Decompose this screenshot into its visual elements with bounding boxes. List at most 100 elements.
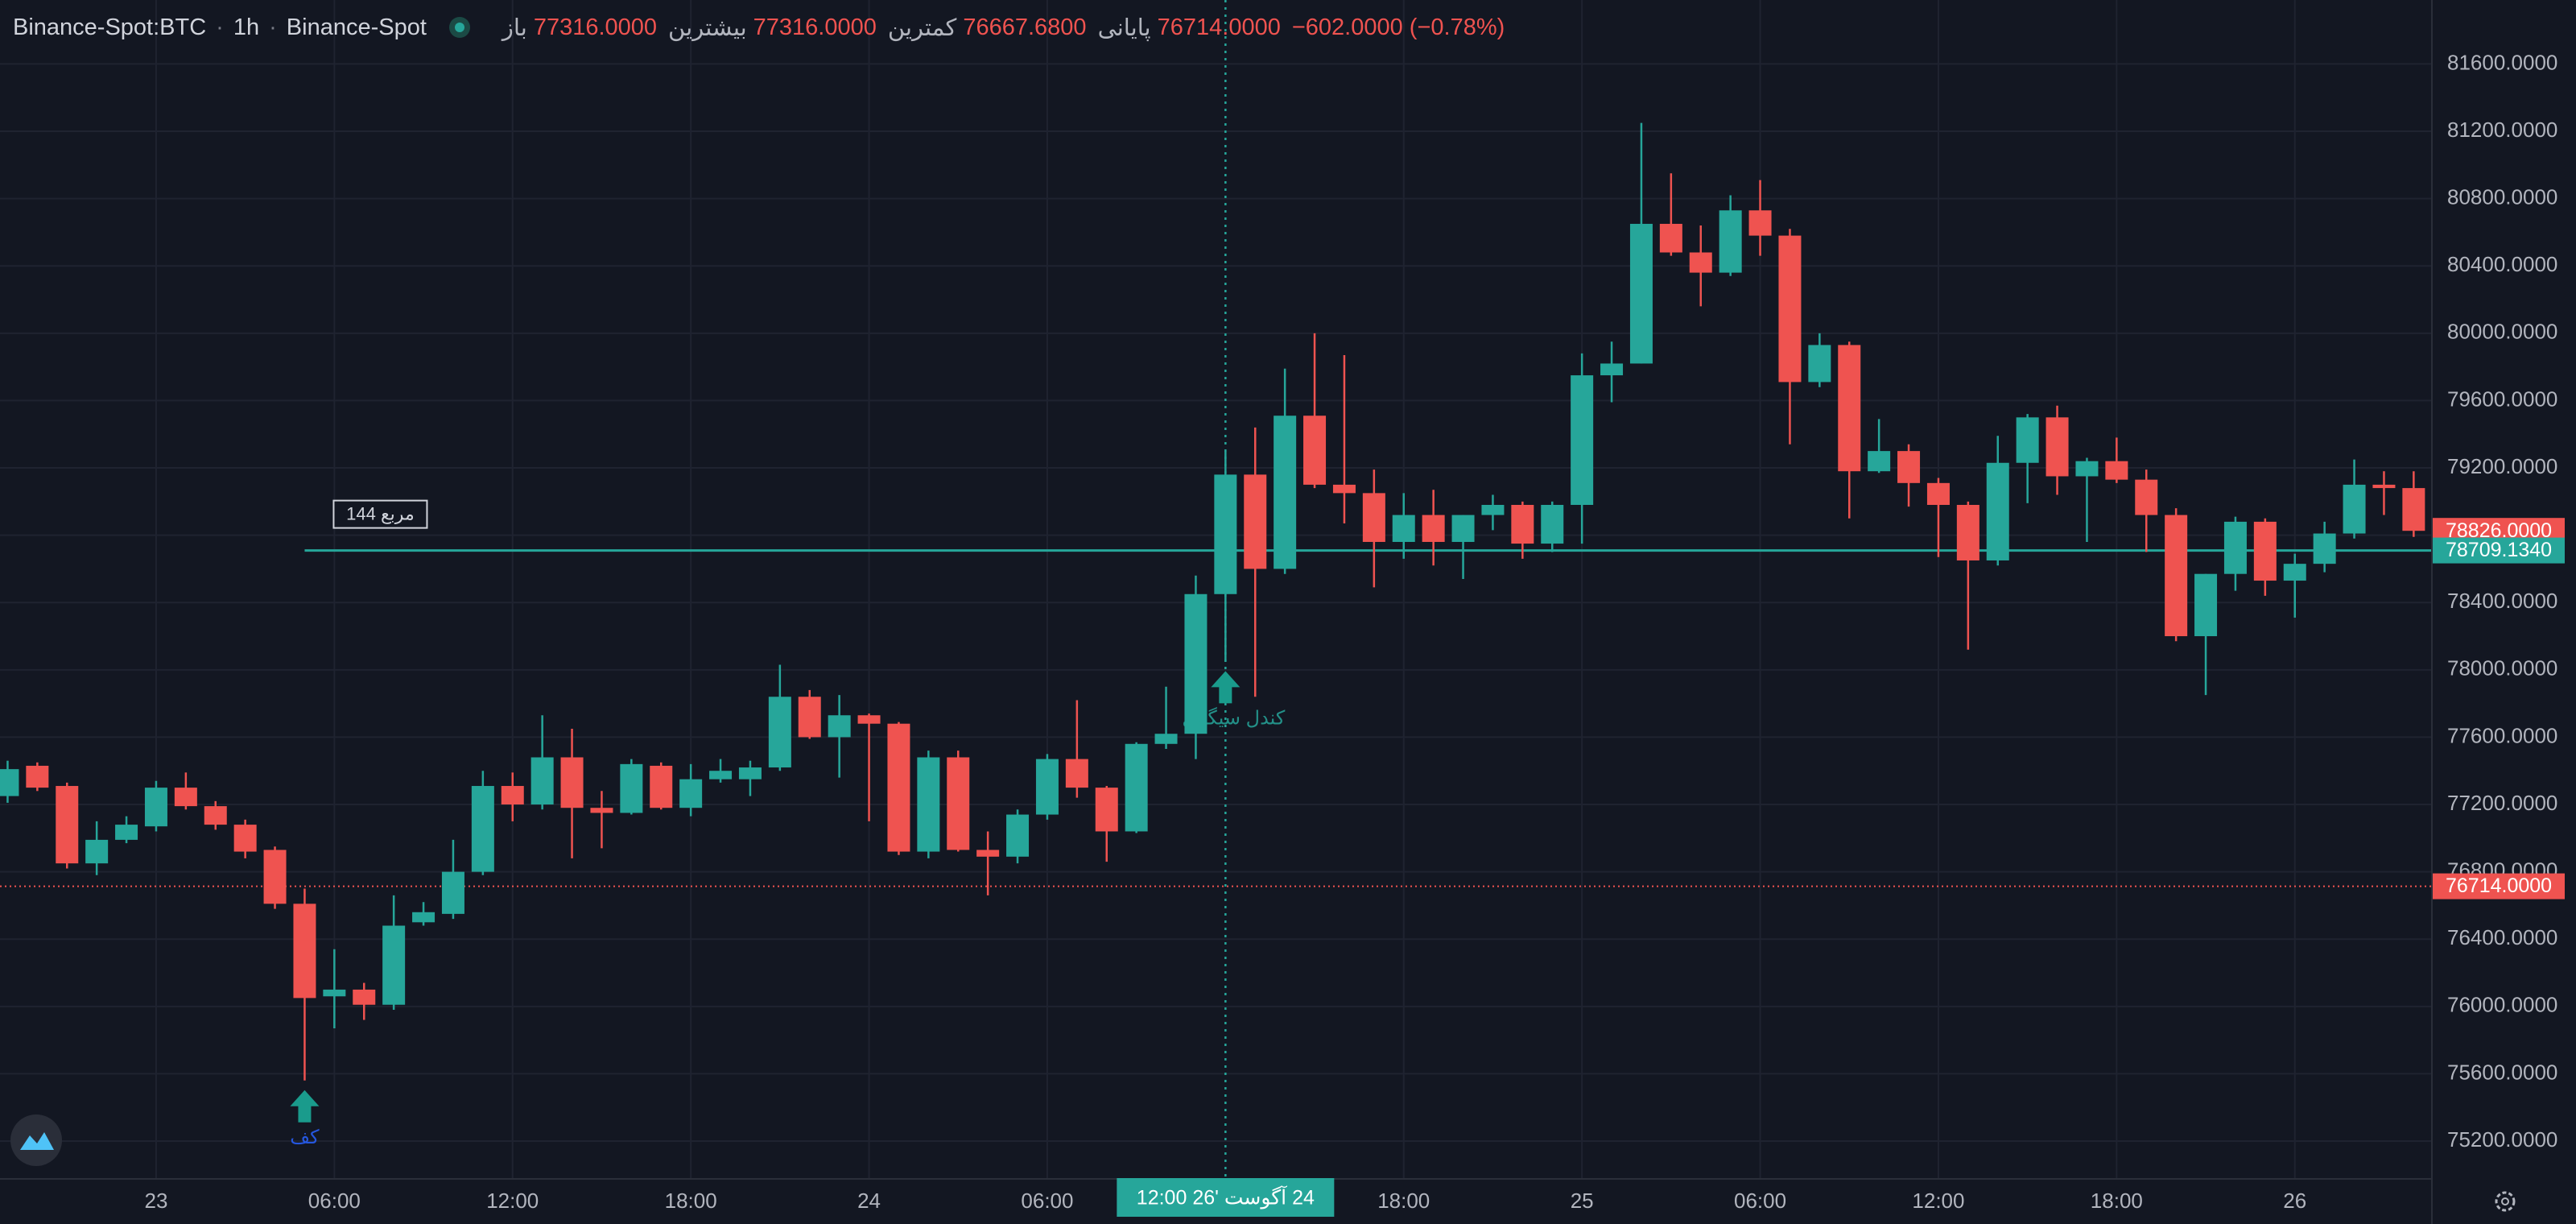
candle-body xyxy=(2135,479,2158,515)
candle-body xyxy=(1035,759,1059,815)
candle-body xyxy=(828,715,851,738)
candle-body xyxy=(620,763,643,813)
candle-body xyxy=(1006,814,1030,857)
interval[interactable]: 1h xyxy=(233,14,260,40)
candle-body xyxy=(2313,533,2336,564)
candle-body xyxy=(1868,451,1891,472)
exchange: Binance-Spot xyxy=(286,14,427,40)
candle-body xyxy=(1451,515,1475,542)
candle-body xyxy=(798,697,821,738)
y-tick-label: 78000.0000 xyxy=(2447,656,2557,680)
y-tick-label: 81200.0000 xyxy=(2447,118,2557,142)
x-tick-label: 06:00 xyxy=(1021,1189,1073,1213)
candle-body xyxy=(768,697,791,768)
candle-body xyxy=(1719,210,1742,273)
candle-body xyxy=(2283,564,2306,581)
candle-body xyxy=(1095,788,1118,832)
y-tick-label: 80000.0000 xyxy=(2447,320,2557,344)
y-tick-label: 75200.0000 xyxy=(2447,1127,2557,1152)
level-text: مربع 144 xyxy=(346,503,415,523)
candle-body xyxy=(1808,345,1831,382)
price-line-label: 76714.0000 xyxy=(2446,875,2552,897)
status-dot xyxy=(448,17,470,38)
crosshair-time-badge xyxy=(1117,1178,1335,1217)
candle-body xyxy=(115,825,138,840)
candle-body xyxy=(2372,484,2396,489)
candle-body xyxy=(1274,416,1297,569)
candle-body xyxy=(2165,515,2188,637)
separator: · xyxy=(269,14,277,40)
candle-body xyxy=(1303,416,1327,485)
candle-body xyxy=(1125,743,1148,832)
candle-body xyxy=(2223,521,2247,574)
candle-body xyxy=(947,757,970,850)
x-tick-label: 18:00 xyxy=(1377,1189,1430,1213)
crosshair-time-label: 24 آگوست '26 12:00 xyxy=(1137,1185,1315,1210)
level-price-label: 78709.1340 xyxy=(2446,539,2552,561)
candle-body xyxy=(1956,505,1979,560)
legend-label: پایانی xyxy=(1097,14,1151,41)
candle-body xyxy=(412,912,436,923)
y-tick-label: 77600.0000 xyxy=(2447,723,2557,747)
candle-body xyxy=(1184,593,1208,734)
candle-body xyxy=(471,786,494,872)
candle-body xyxy=(1600,363,1624,376)
candle-body xyxy=(2402,488,2425,531)
candle-body xyxy=(1541,505,1564,544)
candle-body xyxy=(1571,375,1594,505)
signal-arrow xyxy=(290,1090,320,1123)
candle-body xyxy=(144,788,167,827)
logo-circle xyxy=(10,1114,62,1166)
signal-text: کندل سیگنال xyxy=(1182,707,1286,730)
x-tick-label: 23 xyxy=(144,1189,167,1213)
candle-body xyxy=(530,757,554,805)
logo[interactable] xyxy=(10,1114,62,1166)
candle-body xyxy=(1778,235,1802,382)
candle-body xyxy=(1422,515,1445,542)
candle-body xyxy=(323,989,346,997)
y-tick-label: 81600.0000 xyxy=(2447,50,2557,74)
candle-body xyxy=(560,757,584,808)
candle-body xyxy=(1629,223,1653,364)
candle-body xyxy=(353,989,376,1005)
candle-body xyxy=(1214,474,1237,594)
x-tick-label: 06:00 xyxy=(308,1189,361,1213)
candle-body xyxy=(1926,482,1950,505)
y-tick-label: 75600.0000 xyxy=(2447,1060,2557,1084)
x-tick-label: 12:00 xyxy=(1912,1189,1964,1213)
candle-body xyxy=(2046,417,2069,477)
x-tick-label: 18:00 xyxy=(2091,1189,2143,1213)
settings-icon[interactable] xyxy=(2495,1191,2516,1212)
candle-body xyxy=(650,765,673,808)
candle-body xyxy=(501,786,524,805)
candle-body xyxy=(1659,223,1682,253)
price-axis xyxy=(2431,0,2576,1224)
x-tick-label: 12:00 xyxy=(486,1189,539,1213)
candle-body xyxy=(709,771,733,779)
symbol[interactable]: Binance-Spot:BTC xyxy=(13,14,207,40)
y-tick-label: 77200.0000 xyxy=(2447,791,2557,815)
ohlc-legend: باز 77316.0000 بیشترین 77316.0000 کمترین 7666… xyxy=(491,14,1281,42)
candle-body xyxy=(590,808,613,813)
settings-gear xyxy=(2495,1191,2516,1212)
candle-body xyxy=(2075,461,2099,477)
candle-body xyxy=(1362,493,1385,542)
candle-body xyxy=(1154,734,1178,744)
candle-body xyxy=(441,871,464,914)
candle-body xyxy=(738,767,762,779)
y-tick-label: 80800.0000 xyxy=(2447,184,2557,209)
candle-body xyxy=(976,850,1000,857)
candle-body xyxy=(1748,210,1772,236)
candle-body xyxy=(1392,515,1415,542)
level-price-label-box xyxy=(2433,537,2565,564)
x-tick-label: 18:00 xyxy=(665,1189,717,1213)
candle-body xyxy=(1481,505,1505,515)
legend-label: بیشترین xyxy=(668,14,747,41)
candle-body xyxy=(174,788,197,807)
x-tick-label: 26 xyxy=(2283,1189,2306,1213)
candle-body xyxy=(0,769,19,796)
y-tick-label: 79600.0000 xyxy=(2447,387,2557,411)
legend-label: کمترین xyxy=(887,14,957,41)
